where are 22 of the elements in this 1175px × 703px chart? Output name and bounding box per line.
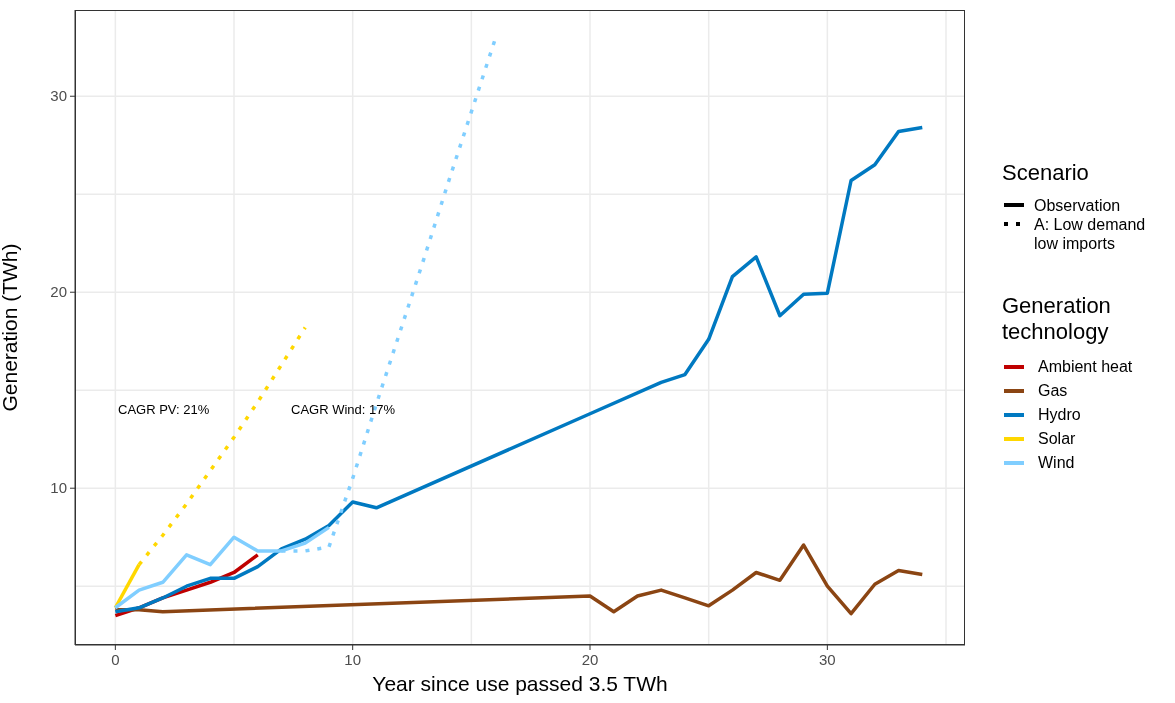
legend-label: Ambient heat: [1038, 357, 1133, 377]
annotation: CAGR PV: 21%: [118, 402, 210, 417]
legend-label: Solar: [1038, 429, 1076, 449]
x-axis-title: Year since use passed 3.5 TWh: [372, 672, 668, 695]
x-tick-label: 30: [819, 651, 836, 668]
x-tick-label: 0: [111, 651, 120, 668]
legend-label: Wind: [1038, 453, 1075, 473]
text: Generation technology: [1002, 293, 1111, 344]
text: A: Low demand low imports: [1034, 215, 1147, 253]
text: Observation: [1034, 196, 1122, 215]
y-tick-label: 20: [50, 283, 67, 301]
y-tick-label: 30: [50, 87, 67, 105]
legend-label: Hydro: [1038, 405, 1081, 425]
x-tick-label: 20: [581, 651, 599, 668]
legend-label: Gas: [1038, 381, 1068, 401]
x-tick-label: 10: [344, 651, 362, 668]
y-axis-title: Generation (TWh): [0, 243, 22, 412]
line-series: [113, 543, 925, 616]
annotation: CAGR Wind: 17%: [291, 402, 396, 417]
text: Scenario: [1002, 160, 1089, 185]
y-tick-label: 10: [50, 479, 67, 497]
line-series: [113, 125, 925, 614]
